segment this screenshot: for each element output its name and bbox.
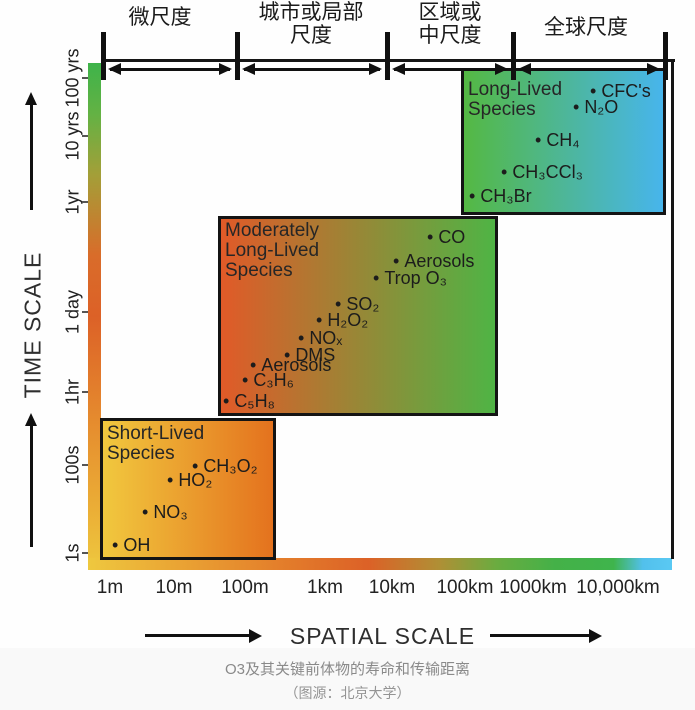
- species-item: •N₂O: [573, 97, 618, 118]
- species-dot-icon: •: [501, 162, 507, 183]
- species-label: CH₃CCl₃: [512, 162, 583, 183]
- y-tick-label: 1hr: [63, 379, 84, 405]
- y-axis-title: TIME SCALE: [20, 252, 47, 399]
- species-box-title: Short-LivedSpecies: [107, 424, 204, 464]
- scale-region-label: 全球尺度: [544, 16, 628, 39]
- species-dot-icon: •: [242, 370, 248, 391]
- x-axis-title: SPATIAL SCALE: [270, 623, 495, 650]
- species-box-title: ModeratelyLong-LivedSpecies: [225, 221, 319, 281]
- species-dot-icon: •: [573, 97, 579, 118]
- y-tick-mark: [82, 464, 88, 466]
- y-tick-mark: [82, 552, 88, 554]
- figure-caption: O3及其关键前体物的寿命和传输距离: [0, 658, 695, 679]
- species-item: •C₃H₆: [242, 370, 294, 391]
- scale-region-label: 区域或中尺度: [419, 1, 482, 47]
- scale-region-label: 城市或局部尺度: [259, 1, 364, 47]
- species-label: HO₂: [178, 470, 212, 491]
- scale-range-arrow-icon: [244, 68, 380, 71]
- species-box-title-line: Moderately: [225, 221, 319, 241]
- scale-region-label-line: 区域或: [419, 1, 482, 24]
- y-tick-mark: [82, 201, 88, 203]
- species-item: •OH: [112, 535, 150, 556]
- species-dot-icon: •: [112, 535, 118, 556]
- species-item: •CH₄: [535, 130, 580, 151]
- x-tick-label: 1km: [307, 577, 343, 599]
- x-tick-label: 10,000km: [576, 577, 659, 599]
- species-box-title-line: Long-Lived: [225, 241, 319, 261]
- species-item: •HO₂: [167, 470, 212, 491]
- species-dot-icon: •: [167, 470, 173, 491]
- species-label: CH₄: [546, 130, 579, 151]
- y-tick-label: 1s: [63, 543, 84, 562]
- scale-region-label-line: 城市或局部: [259, 1, 364, 24]
- species-label: CH₃Br: [480, 186, 531, 207]
- x-tick-label: 1000km: [499, 577, 567, 599]
- scale-boundary-tick: [663, 32, 668, 80]
- y-tick-mark: [82, 77, 88, 79]
- species-item: •NO₃: [142, 502, 188, 523]
- time-scale-lower-arrow-icon: [30, 425, 33, 547]
- species-box-title-line: Short-Lived: [107, 424, 204, 444]
- x-tick-label: 1m: [97, 577, 123, 599]
- y-tick-label: 1yr: [63, 189, 84, 214]
- scale-boundary-tick: [511, 32, 516, 80]
- y-tick-label: 10 yrs: [63, 111, 84, 160]
- scale-region-label-line: 微尺度: [129, 6, 192, 29]
- plot-frame-right: [671, 59, 674, 559]
- species-label: N₂O: [584, 97, 618, 118]
- species-label: CO: [438, 227, 465, 248]
- y-tick-label: 100s: [63, 445, 84, 484]
- spatial-scale-left-arrow-icon: [145, 634, 250, 637]
- y-tick-mark: [82, 311, 88, 313]
- scale-boundary-tick: [385, 32, 390, 80]
- x-tick-label: 10m: [156, 577, 193, 599]
- time-scale-upper-arrow-icon: [30, 104, 33, 210]
- species-item: •CH₃Br: [469, 186, 532, 207]
- y-tick-mark: [82, 391, 88, 393]
- scale-boundary-tick: [101, 32, 106, 80]
- figure-canvas: 微尺度城市或局部尺度区域或中尺度全球尺度 Short-LivedSpecies•…: [0, 0, 695, 710]
- x-tick-label: 100km: [436, 577, 493, 599]
- x-tick-label: 100m: [221, 577, 269, 599]
- species-item: •CO: [427, 227, 465, 248]
- species-dot-icon: •: [469, 186, 475, 207]
- species-item: •C₅H₈: [223, 391, 275, 412]
- species-dot-icon: •: [373, 268, 379, 289]
- y-tick-mark: [82, 135, 88, 137]
- species-label: Trop O₃: [384, 268, 447, 289]
- scale-boundary-tick: [235, 32, 240, 80]
- species-box-title-line: Species: [107, 444, 204, 464]
- scale-range-arrow-icon: [394, 68, 506, 71]
- figure-source: （图源：北京大学）: [0, 683, 695, 703]
- species-dot-icon: •: [142, 502, 148, 523]
- y-tick-label: 100 yrs: [63, 48, 84, 107]
- scale-range-arrow-icon: [110, 68, 230, 71]
- species-label: NO₃: [153, 502, 187, 523]
- species-box-title-line: Species: [468, 100, 562, 120]
- species-dot-icon: •: [223, 391, 229, 412]
- species-box-title-line: Long-Lived: [468, 80, 562, 100]
- x-tick-label: 10km: [369, 577, 415, 599]
- scale-region-label-line: 中尺度: [419, 24, 482, 47]
- species-box-title-line: Species: [225, 261, 319, 281]
- species-dot-icon: •: [535, 130, 541, 151]
- species-dot-icon: •: [427, 227, 433, 248]
- species-box-title: Long-LivedSpecies: [468, 80, 562, 120]
- scale-region-label-line: 全球尺度: [544, 16, 628, 39]
- scale-range-arrow-icon: [520, 68, 658, 71]
- species-label: C₃H₆: [253, 370, 294, 391]
- scale-region-label-line: 尺度: [259, 24, 364, 47]
- spatial-scale-right-arrow-icon: [490, 634, 590, 637]
- species-item: •Trop O₃: [373, 268, 447, 289]
- species-label: C₅H₈: [234, 391, 275, 412]
- scale-region-label: 微尺度: [129, 6, 192, 29]
- species-label: OH: [123, 535, 150, 556]
- y-tick-label: 1 day: [63, 290, 84, 334]
- species-item: •CH₃CCl₃: [501, 162, 583, 183]
